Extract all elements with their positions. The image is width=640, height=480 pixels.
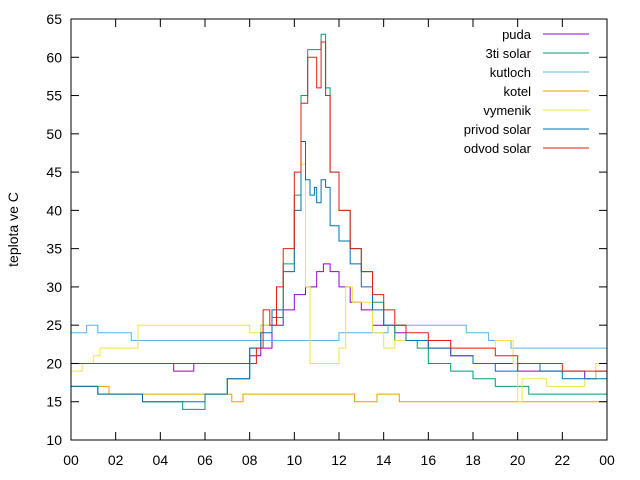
legend-label: privod solar [464, 122, 532, 137]
series-line-vymenik [71, 163, 607, 403]
series-line-kotel [71, 385, 607, 403]
x-tick-label: 22 [555, 452, 571, 468]
y-tick-label: 30 [46, 279, 62, 295]
legend-label: puda [502, 27, 532, 42]
y-tick-label: 40 [46, 202, 62, 218]
y-tick-label: 25 [46, 317, 62, 333]
axis-tick-labels: 10 15 20 25 30 35 40 45 50 55 60 65 00 02 04 06 08 10 12 14… [46, 11, 615, 468]
x-tick-label: 00 [63, 452, 79, 468]
x-tick-label: 16 [421, 452, 437, 468]
series-line-kutloch [71, 324, 607, 349]
y-tick-label: 15 [46, 394, 62, 410]
legend: puda 3ti solar kutloch kotel vymenik privod s… [464, 27, 589, 156]
legend-label: 3ti solar [485, 46, 531, 61]
axis-ticks [70, 18, 608, 441]
y-axis-title: teplota ve C [5, 192, 21, 267]
x-tick-label: 04 [153, 452, 169, 468]
x-tick-label: 06 [197, 452, 213, 468]
y-tick-label: 65 [46, 11, 62, 27]
y-tick-label: 60 [46, 49, 62, 65]
y-tick-label: 20 [46, 355, 62, 371]
x-tick-label: 00 [599, 452, 615, 468]
y-tick-label: 55 [46, 88, 62, 104]
x-tick-label: 12 [331, 452, 347, 468]
x-tick-label: 14 [376, 452, 392, 468]
x-tick-label: 18 [465, 452, 481, 468]
x-tick-label: 02 [108, 452, 124, 468]
x-tick-label: 10 [287, 452, 303, 468]
x-tick-label: 08 [242, 452, 258, 468]
y-tick-label: 50 [46, 126, 62, 142]
legend-label: odvod solar [464, 141, 532, 156]
y-tick-label: 10 [46, 432, 62, 448]
y-tick-label: 45 [46, 164, 62, 180]
legend-label: kutloch [490, 65, 531, 80]
x-tick-label: 20 [510, 452, 526, 468]
legend-label: vymenik [483, 103, 531, 118]
series-line-3ti-solar [71, 33, 608, 410]
series-lines [71, 33, 608, 410]
series-line-privod-solar [71, 141, 607, 403]
legend-label: kotel [504, 84, 532, 99]
series-line-odvod-solar [71, 41, 607, 372]
y-tick-label: 35 [46, 241, 62, 257]
